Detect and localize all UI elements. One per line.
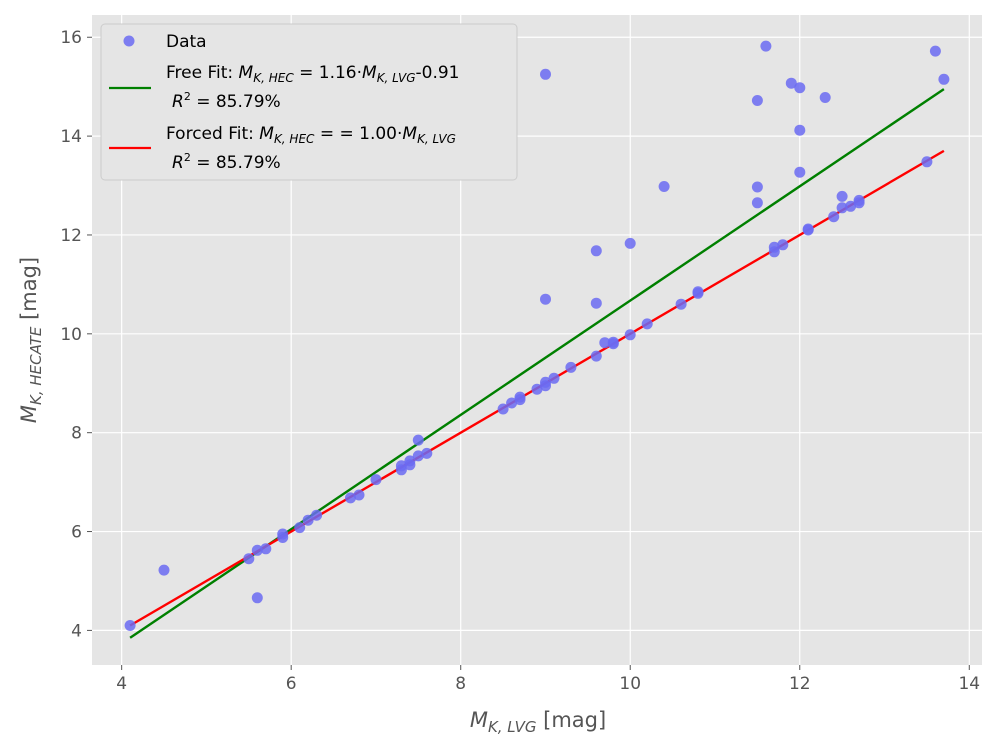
- data-point: [819, 92, 831, 103]
- legend-free-fit-r2: R2 = 85.79%: [172, 90, 281, 112]
- data-point: [760, 40, 772, 52]
- data-point: [540, 376, 551, 388]
- x-tick-label: 6: [286, 674, 297, 694]
- data-point: [624, 329, 636, 341]
- data-point: [624, 237, 636, 249]
- data-point: [251, 544, 263, 556]
- y-tick-label: 12: [60, 226, 82, 246]
- x-tick-label: 4: [116, 674, 127, 694]
- axis-ticks: 4 6 8 10 12 14 4 6 8 10 12 14 16: [60, 28, 980, 694]
- y-tick-label: 10: [60, 325, 82, 345]
- data-point: [497, 403, 509, 415]
- data-point: [921, 156, 933, 168]
- data-point: [836, 190, 848, 202]
- legend-data-marker: [123, 35, 135, 47]
- data-point: [768, 246, 780, 258]
- data-point: [506, 397, 518, 409]
- x-tick-label: 10: [619, 674, 641, 694]
- data-point: [370, 474, 382, 486]
- data-point: [311, 509, 323, 521]
- data-point: [938, 73, 950, 85]
- legend-data-label: Data: [166, 32, 207, 52]
- data-point: [353, 489, 365, 501]
- y-tick-label: 8: [71, 424, 82, 444]
- data-point: [794, 82, 806, 94]
- x-tick-label: 14: [958, 674, 980, 694]
- legend-forced-fit-label: Forced Fit: MK, HEC = = 1.00·MK, LVG: [166, 124, 456, 146]
- data-points: [124, 40, 950, 631]
- data-point: [751, 181, 763, 193]
- data-point: [929, 45, 941, 57]
- data-point: [277, 528, 289, 540]
- data-point: [599, 337, 611, 349]
- data-point: [302, 514, 314, 526]
- legend-free-fit-label: Free Fit: MK, HEC = 1.16·MK, LVG-0.91: [166, 63, 460, 85]
- data-point: [124, 620, 136, 631]
- data-point: [243, 553, 255, 565]
- data-point: [158, 564, 170, 576]
- data-point: [590, 245, 602, 257]
- data-point: [853, 194, 865, 206]
- data-point: [260, 543, 272, 555]
- legend-box: [100, 23, 518, 181]
- data-point: [251, 592, 263, 604]
- data-point: [785, 77, 797, 89]
- x-tick-label: 8: [455, 674, 466, 694]
- data-point: [658, 181, 670, 192]
- y-axis-label: MK, HECATE [mag]: [17, 257, 45, 423]
- data-point: [794, 166, 806, 178]
- data-point: [836, 202, 848, 214]
- data-point: [395, 460, 407, 472]
- y-tick-label: 14: [60, 127, 82, 147]
- data-point: [802, 223, 814, 235]
- data-point: [514, 391, 526, 403]
- data-point: [692, 286, 704, 298]
- legend-forced-fit-r2: R2 = 85.79%: [172, 151, 281, 173]
- y-tick-label: 16: [60, 28, 82, 48]
- y-tick-label: 6: [71, 523, 82, 543]
- data-point: [421, 447, 433, 459]
- data-point: [675, 298, 687, 310]
- legend: Data Free Fit: MK, HEC = 1.16·MK, LVG-0.…: [100, 23, 518, 181]
- data-point: [751, 197, 763, 209]
- y-tick-label: 4: [71, 621, 82, 641]
- data-point: [404, 455, 416, 467]
- data-point: [565, 361, 577, 373]
- data-point: [531, 383, 543, 395]
- data-point: [777, 239, 789, 251]
- data-point: [845, 200, 857, 212]
- data-point: [794, 124, 806, 136]
- x-tick-label: 12: [789, 674, 811, 694]
- data-point: [294, 522, 306, 534]
- x-axis-label: MK, LVG [mag]: [470, 708, 606, 736]
- data-point: [590, 297, 602, 309]
- data-point: [412, 434, 424, 446]
- data-point: [540, 293, 551, 305]
- data-point: [590, 350, 602, 362]
- data-point: [412, 450, 424, 462]
- data-point: [607, 336, 619, 348]
- data-point: [540, 68, 551, 80]
- data-point: [641, 318, 653, 330]
- data-point: [548, 372, 560, 384]
- data-point: [828, 211, 840, 223]
- data-point: [345, 492, 356, 504]
- data-point: [751, 95, 763, 106]
